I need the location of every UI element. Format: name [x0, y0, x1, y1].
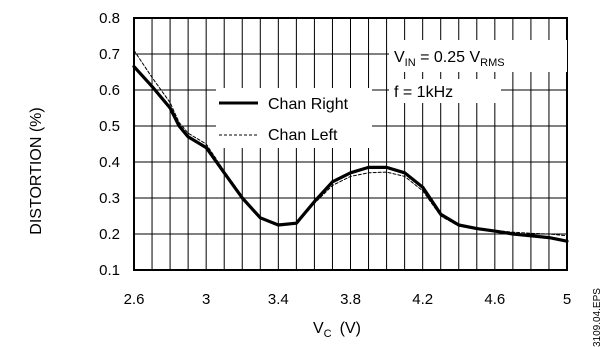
figure-code: 3109.04.EPS: [592, 288, 603, 347]
x-tick-label: 5: [563, 291, 571, 308]
x-tick-label: 4.6: [484, 291, 505, 308]
x-axis-label-unit: (V): [340, 320, 361, 337]
freq-annotation-bg: [389, 79, 501, 103]
vin-rms: RMS: [480, 57, 504, 69]
vin-main: V: [394, 49, 405, 66]
y-tick-label: 0.7: [99, 46, 120, 63]
x-tick-label: 4.2: [412, 291, 433, 308]
y-tick-label: 0.1: [99, 262, 120, 279]
y-tick-label: 0.4: [99, 154, 120, 171]
plot-frame: [133, 17, 568, 271]
x-tick-label: 3: [202, 291, 210, 308]
x-axis-label-main: V: [313, 320, 324, 337]
y-tick-label: 0.3: [99, 190, 120, 207]
series-layer: [132, 49, 569, 243]
y-tick-label: 0.5: [99, 118, 120, 135]
y-tick-label: 0.2: [99, 226, 120, 243]
vin-sub: IN: [405, 57, 416, 69]
x-tick-labels: 2.6 3 3.4 3.8 4.2 4.6 5: [124, 291, 572, 308]
y-tick-labels: 0.1 0.2 0.3 0.4 0.5 0.6 0.7 0.8: [99, 10, 120, 279]
vin-mid: = 0.25 V: [416, 49, 481, 66]
x-tick-label: 2.6: [124, 291, 145, 308]
x-axis-label: VC (V): [313, 320, 361, 340]
series-line-chan-left: [133, 49, 568, 237]
legend-label-chan-right: Chan Right: [268, 96, 349, 113]
y-axis-label: DISTORTION (%): [28, 107, 45, 234]
freq-annotation: f = 1kHz: [394, 84, 453, 101]
legend-bg: [216, 88, 372, 148]
y-tick-label: 0.6: [99, 82, 120, 99]
y-tick-label: 0.8: [99, 10, 120, 27]
legend-label-chan-left: Chan Left: [268, 127, 338, 144]
series-line-chan-right: [132, 64, 569, 243]
vin-annotation: VIN = 0.25 VRMS: [394, 49, 505, 69]
x-tick-label: 3.8: [340, 291, 361, 308]
x-tick-label: 3.4: [268, 291, 289, 308]
vin-annotation-bg: [389, 40, 567, 72]
legend: Chan Right Chan Left: [216, 88, 372, 148]
x-axis-label-sub: C: [324, 328, 332, 340]
